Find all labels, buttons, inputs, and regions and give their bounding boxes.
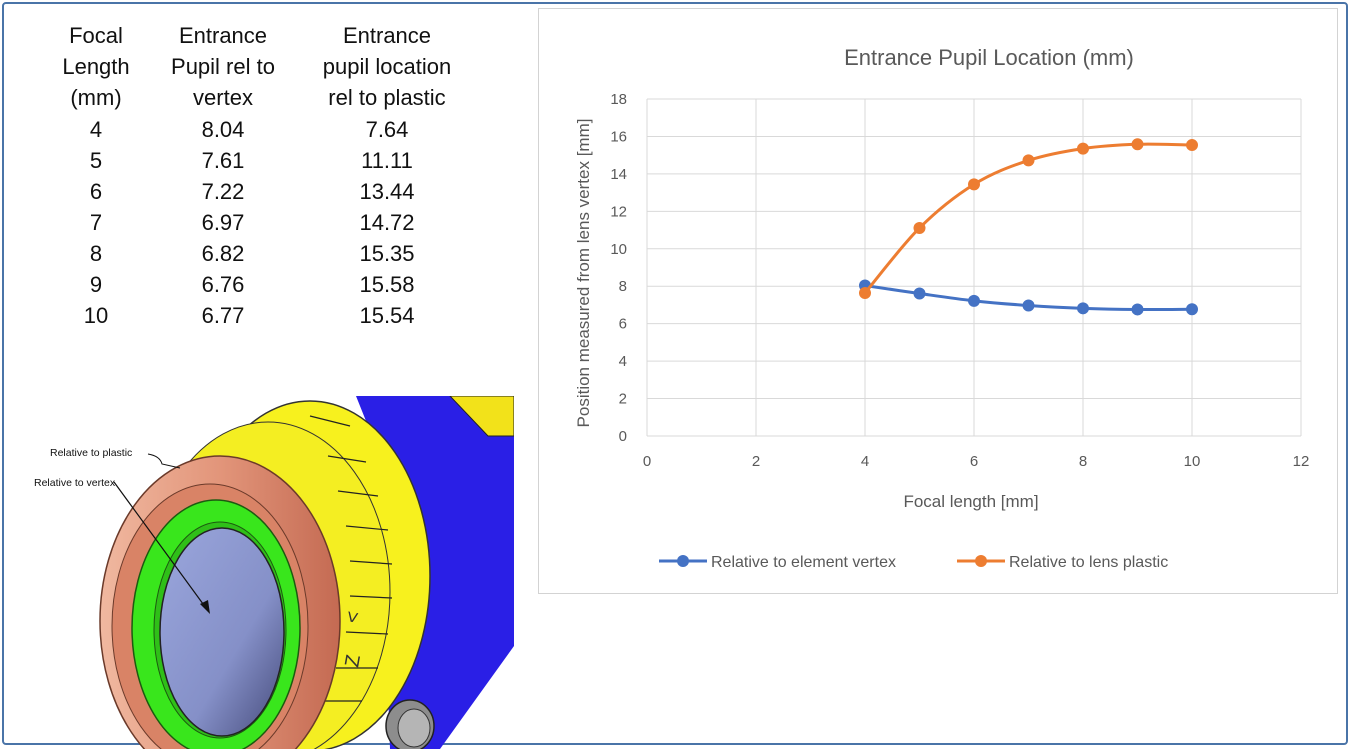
y-tick-label: 16: [610, 128, 627, 145]
legend-marker-0: [677, 555, 689, 567]
table-row: 9 6.76 15.58: [40, 269, 480, 300]
data-point-series-0: [913, 287, 926, 300]
x-axis-label: Focal length [mm]: [903, 492, 1038, 511]
table-cell: 5: [89, 148, 103, 173]
data-point-series-1: [968, 178, 980, 191]
x-tick-label: 0: [643, 453, 651, 470]
data-point-series-1: [859, 286, 871, 299]
dial-mark-arrow: <: [341, 610, 365, 625]
table-row: 10 6.77 15.54: [40, 300, 480, 331]
y-tick-label: 14: [610, 166, 627, 183]
line-chart: Entrance Pupil Location (mm) 0 2 4 6 8 10 12 14…: [574, 45, 1309, 571]
header-pupil-rel-vertex: Entrance Pupil rel to vertex: [171, 23, 275, 110]
header-focal-length: Focal Length (mm): [62, 23, 130, 110]
y-tick-label: 8: [619, 278, 627, 295]
table-header-row: Focal Length (mm) Entrance Pupil rel to …: [40, 20, 480, 114]
table-cell: 4: [89, 117, 103, 142]
focal-length-table: Focal Length (mm) Entrance Pupil rel to …: [40, 20, 480, 331]
y-tick-label: 2: [619, 391, 627, 408]
dial-marks: < Z: [341, 610, 365, 669]
y-tick-label: 6: [619, 316, 627, 333]
data-point-series-0: [1077, 302, 1089, 315]
table-row: 8 6.82 15.35: [40, 238, 480, 269]
y-tick-label: 10: [610, 241, 627, 258]
y-tick-label: 12: [610, 203, 627, 220]
y-tick-label: 4: [619, 353, 627, 370]
x-tick-label: 2: [752, 453, 760, 470]
table-row: 7 6.97 14.72: [40, 207, 480, 238]
data-point-series-1: [1022, 154, 1035, 167]
x-tick-label: 12: [1293, 453, 1310, 470]
glass-element: [159, 527, 285, 737]
table-cell: 9: [89, 272, 103, 297]
chart-legend: Relative to element vertex Relative to le…: [659, 554, 1168, 571]
table-cell: 10: [83, 303, 109, 328]
chart-title: Entrance Pupil Location (mm): [844, 45, 1134, 70]
x-tick-label: 8: [1079, 453, 1087, 470]
table-cell: 15.35: [359, 241, 415, 266]
header-pupil-rel-plastic: Entrance pupil location rel to plastic: [322, 23, 452, 110]
y-tick-label: 18: [610, 91, 627, 108]
series-line-1: [863, 142, 1193, 294]
table-cell: 11.11: [361, 148, 413, 173]
data-point-series-1: [1186, 139, 1198, 152]
data-point-series-1: [913, 221, 926, 234]
dial-mark-z: Z: [341, 653, 365, 669]
table-cell: 6.76: [201, 272, 245, 297]
chart-ticks: 0 2 4 6 8 10 12 14 16 18 0 2 4 6 8 10 12: [610, 91, 1309, 470]
legend-marker-1: [975, 555, 987, 567]
table-cell: 14.72: [359, 210, 415, 235]
chart-container: Entrance Pupil Location (mm) 0 2 4 6 8 10 12 14…: [538, 8, 1338, 594]
chart-series: [859, 138, 1198, 316]
table-cell: 8.04: [201, 117, 245, 142]
table-cell: 8: [89, 241, 103, 266]
legend-label-0: Relative to element vertex: [711, 554, 896, 571]
x-tick-label: 6: [970, 453, 978, 470]
y-axis-label: Position measured from lens vertex [mm]: [574, 119, 593, 428]
x-tick-label: 10: [1184, 453, 1201, 470]
data-point-series-0: [1022, 299, 1035, 312]
table-cell: 6.97: [201, 210, 245, 235]
table-cell: 7: [89, 210, 103, 235]
legend-label-1: Relative to lens plastic: [1009, 554, 1168, 571]
table-row: 5 7.61 11.11: [40, 145, 480, 176]
table-cell: 6.77: [201, 303, 245, 328]
label-relative-to-plastic: Relative to plastic: [50, 447, 132, 459]
table-cell: 15.54: [359, 303, 415, 328]
table-cell: 15.58: [359, 272, 415, 297]
table-cell: 7.64: [365, 117, 409, 142]
table-cell: 6: [89, 179, 103, 204]
chart-grid: [646, 98, 1302, 437]
table-cell: 7.61: [201, 148, 245, 173]
table-cell: 7.22: [201, 179, 245, 204]
x-tick-label: 4: [861, 453, 869, 470]
table-row: 4 8.04 7.64: [40, 114, 480, 145]
data-point-series-1: [1131, 138, 1144, 151]
y-tick-label: 0: [619, 428, 627, 445]
table-cell: 13.44: [359, 179, 415, 204]
annotation-arrows: [113, 453, 210, 614]
data-point-series-0: [968, 294, 980, 307]
knurled-knob: [385, 699, 435, 749]
label-relative-to-vertex: Relative to vertex: [34, 477, 116, 489]
lens-render-figure: < Z Relative to plastic Relative to vert…: [10, 396, 514, 749]
data-point-series-1: [1077, 142, 1089, 155]
data-point-series-0: [1186, 303, 1198, 316]
table-row: 6 7.22 13.44: [40, 176, 480, 207]
data-point-series-0: [1131, 303, 1144, 316]
table-cell: 6.82: [201, 241, 245, 266]
